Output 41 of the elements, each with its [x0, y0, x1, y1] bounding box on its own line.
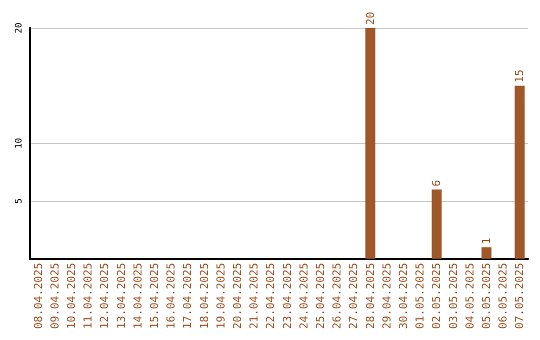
- x-tick-label: 17.04.2025: [181, 262, 194, 330]
- x-tick-label: 15.04.2025: [148, 262, 161, 330]
- x-tick-label: 26.04.2025: [330, 262, 344, 330]
- x-tick-label: 04.05.2025: [463, 262, 476, 330]
- x-tick-label: 07.05.2025: [513, 262, 526, 330]
- x-tick-label: 08.04.2025: [32, 262, 45, 330]
- bar: [482, 247, 492, 259]
- x-tick-label: 05.05.2025: [480, 262, 493, 330]
- x-tick-label: 09.04.2025: [48, 262, 62, 330]
- x-tick-label: 22.04.2025: [264, 262, 278, 330]
- x-tick-label: 20.04.2025: [231, 262, 244, 330]
- x-tick-label: 13.04.2025: [114, 262, 128, 330]
- data-label: 1: [480, 238, 493, 244]
- data-label: 6: [430, 180, 444, 187]
- x-tick-label: 25.04.2025: [314, 262, 327, 330]
- bar: [514, 86, 525, 259]
- x-tick-label: 03.05.2025: [446, 262, 460, 330]
- data-label: 15: [513, 69, 526, 83]
- data-label: 20: [364, 12, 377, 25]
- y-tick-label: 10: [14, 138, 24, 149]
- y-tick-label: 5: [14, 198, 24, 204]
- x-tick-label: 16.04.2025: [164, 262, 178, 330]
- x-tick-label: 23.04.2025: [280, 262, 294, 330]
- x-tick-label: 30.04.2025: [397, 262, 410, 330]
- y-tick-label: 20: [14, 22, 24, 34]
- x-tick-label: 02.05.2025: [430, 262, 444, 330]
- x-tick-label: 01.05.2025: [414, 262, 427, 330]
- x-tick-label: 12.04.2025: [98, 262, 112, 330]
- x-tick-label: 19.04.2025: [214, 262, 228, 330]
- x-tick-label: 21.04.2025: [248, 262, 261, 330]
- x-tick-label: 06.05.2025: [496, 262, 510, 330]
- bar: [432, 190, 442, 259]
- x-tick-label: 14.04.2025: [131, 262, 144, 330]
- x-tick-label: 18.04.2025: [198, 262, 211, 330]
- x-tick-label: 24.04.2025: [297, 262, 310, 330]
- bar: [365, 28, 376, 259]
- x-tick-label: 10.04.2025: [65, 262, 78, 330]
- x-tick-label: 29.04.2025: [380, 262, 394, 330]
- x-tick-label: 28.04.2025: [364, 262, 377, 330]
- x-tick-label: 27.04.2025: [347, 262, 360, 330]
- x-tick-label: 11.04.2025: [82, 262, 95, 330]
